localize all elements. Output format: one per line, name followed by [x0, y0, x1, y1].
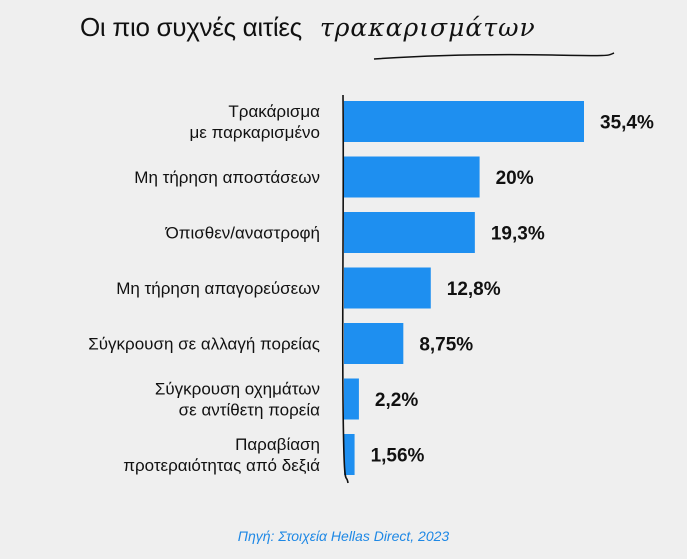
value-label-7: 1,56% — [371, 446, 425, 467]
value-label-5: 8,75% — [419, 335, 473, 356]
value-label-1: 35,4% — [600, 113, 654, 134]
bar-5 — [344, 323, 404, 364]
bar-4 — [344, 267, 431, 309]
value-label-6: 2,2% — [375, 390, 418, 411]
axis-line — [341, 94, 349, 484]
bar-7 — [344, 434, 355, 475]
bar-3 — [344, 212, 475, 253]
bar-1 — [344, 101, 584, 142]
chart-title-script: τρακαρισμάτων — [319, 13, 536, 42]
category-label-4: Μη τήρηση απαγορεύσεων — [116, 279, 320, 298]
category-label-1: Τρακάρισμα με παρκαρισμένο — [190, 102, 321, 142]
category-label-6: Σύγκρουση οχημάτων σε αντίθετη πορεία — [155, 380, 320, 420]
category-label-7: Παραβίαση προτεραιότητας από δεξιά — [123, 435, 320, 475]
category-label-5: Σύγκρουση σε αλλαγή πορείας — [88, 335, 320, 354]
chart-title-main: Οι πιο συχνές αιτίες — [80, 12, 302, 42]
bar-6 — [344, 378, 359, 420]
source-note: Πηγή: Στοιχεία Hellas Direct, 2023 — [237, 528, 450, 544]
category-label-3: Όπισθεν/αναστροφή — [165, 224, 320, 243]
bar-chart: 35,4% Τρακάρισμα με παρκαρισμένο 20% Μη τήρη… — [88, 94, 654, 484]
bar-2 — [344, 156, 480, 198]
value-label-2: 20% — [496, 168, 534, 189]
chart-title: Οι πιο συχνές αιτίες τρακαρισμάτων — [80, 12, 536, 52]
value-label-3: 19,3% — [491, 224, 545, 245]
title-underline-stroke — [373, 52, 615, 60]
value-label-4: 12,8% — [447, 279, 501, 300]
category-label-2: Μη τήρηση αποστάσεων — [134, 168, 320, 187]
